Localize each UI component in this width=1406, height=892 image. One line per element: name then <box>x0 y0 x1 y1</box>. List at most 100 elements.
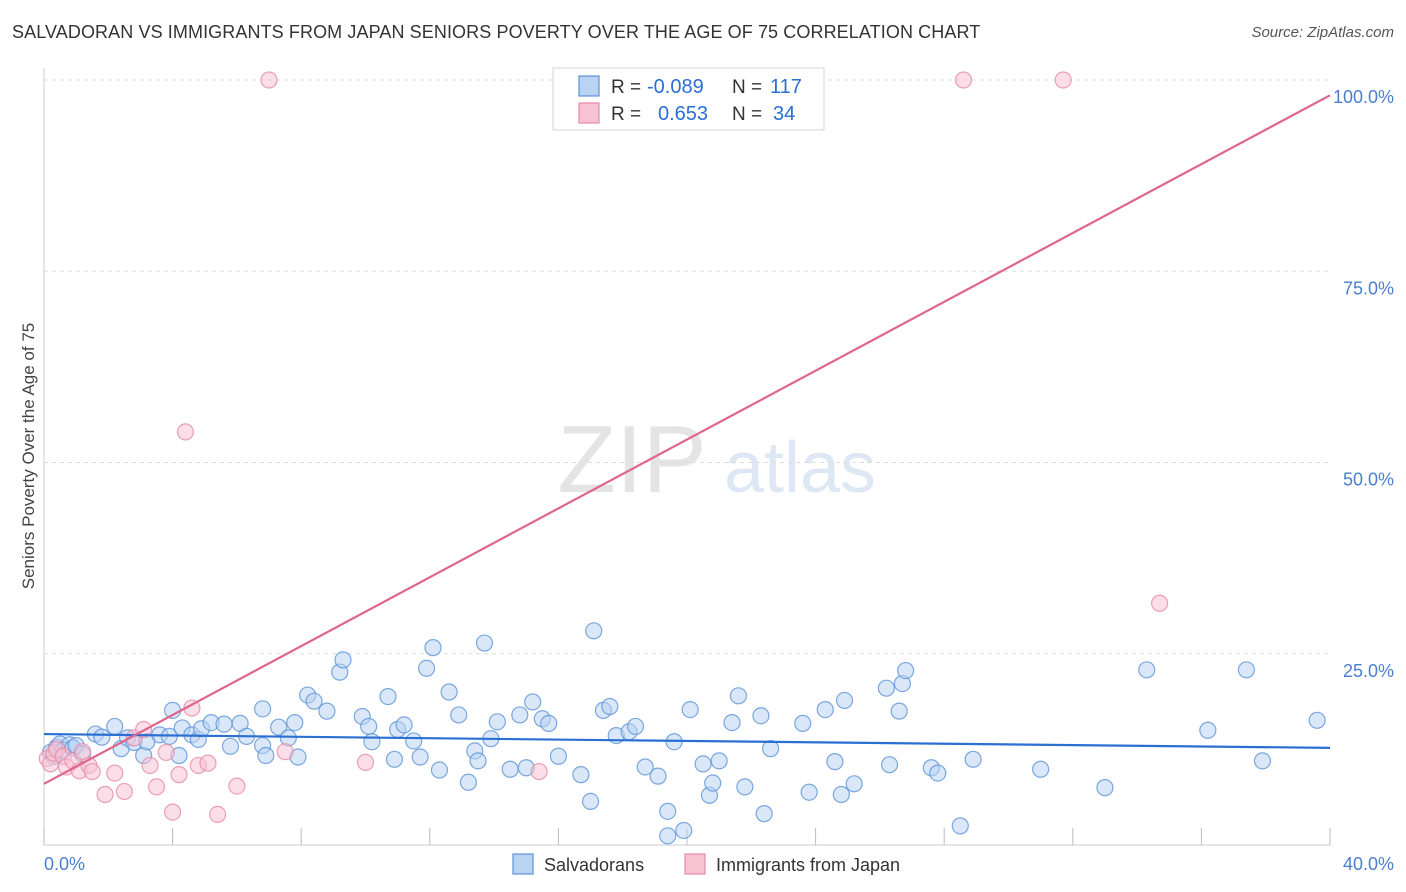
legend-label-japan: Immigrants from Japan <box>716 855 900 875</box>
point-salvadorans <box>475 634 494 652</box>
point-salvadorans <box>890 702 908 720</box>
point-salvadorans <box>379 687 397 706</box>
point-salvadorans <box>424 639 442 657</box>
point-salvadorans <box>286 713 304 732</box>
point-salvadorans <box>761 740 780 758</box>
point-salvadorans <box>469 752 487 770</box>
point-salvadorans <box>106 717 124 736</box>
point-salvadorans <box>816 700 834 719</box>
legend-swatch-salvadorans <box>512 853 534 875</box>
point-salvadorans <box>1138 661 1156 679</box>
point-japan <box>96 785 114 804</box>
point-salvadorans <box>363 733 381 751</box>
point-salvadorans <box>1199 721 1217 739</box>
point-salvadorans <box>659 827 677 845</box>
point-salvadorans <box>450 706 468 724</box>
point-salvadorans <box>704 774 722 792</box>
point-salvadorans <box>626 717 645 736</box>
point-japan <box>1151 594 1169 612</box>
stats-legend-swatch-japan <box>578 102 600 124</box>
point-salvadorans <box>215 715 233 733</box>
point-japan <box>106 764 124 782</box>
point-salvadorans <box>581 792 600 810</box>
legend-label-salvadorans: Salvadorans <box>544 855 644 875</box>
point-salvadorans <box>221 737 240 755</box>
point-salvadorans <box>832 785 850 804</box>
point-japan <box>1054 71 1072 89</box>
point-japan <box>157 743 175 762</box>
point-salvadorans <box>501 760 519 778</box>
point-salvadorans <box>755 805 773 823</box>
point-japan <box>164 803 182 821</box>
axes: 25.0% 50.0% 75.0% 100.0% 0.0% 40.0% <box>43 68 1394 874</box>
point-salvadorans <box>430 761 449 779</box>
stats-r-label-pink: R = <box>611 104 641 125</box>
point-salvadorans <box>1237 661 1256 679</box>
chart-title: SALVADORAN VS IMMIGRANTS FROM JAPAN SENI… <box>12 22 981 42</box>
point-salvadorans <box>659 802 677 820</box>
point-salvadorans <box>752 707 770 725</box>
point-salvadorans <box>1032 760 1050 778</box>
y-tick-label: 100.0% <box>1333 87 1394 107</box>
point-salvadorans <box>405 732 423 750</box>
point-salvadorans <box>897 661 915 680</box>
point-salvadorans <box>572 766 590 784</box>
point-salvadorans <box>675 821 693 840</box>
point-japan <box>141 756 159 775</box>
point-salvadorans <box>710 752 728 770</box>
point-salvadorans <box>880 756 899 774</box>
point-salvadorans <box>723 713 741 732</box>
point-salvadorans <box>877 679 895 697</box>
point-salvadorans <box>1096 779 1114 797</box>
point-salvadorans <box>440 683 458 701</box>
point-salvadorans <box>736 778 754 796</box>
point-salvadorans <box>1253 752 1272 770</box>
point-japan <box>954 71 973 89</box>
point-japan <box>199 754 217 772</box>
point-salvadorans <box>488 713 506 731</box>
point-salvadorans <box>649 767 667 785</box>
watermark-atlas: atlas <box>724 428 876 508</box>
stats-n-value-blue: 117 <box>770 76 802 98</box>
point-salvadorans <box>845 775 863 793</box>
point-salvadorans <box>318 702 336 720</box>
point-salvadorans <box>524 693 542 711</box>
grid-lines <box>44 79 1330 655</box>
point-salvadorans <box>826 753 844 771</box>
stats-legend-swatch-salvadorans <box>578 75 600 97</box>
point-japan <box>276 743 294 761</box>
y-tick-label: 25.0% <box>1343 661 1394 681</box>
trend-lines <box>43 94 1331 785</box>
point-salvadorans <box>360 717 378 736</box>
point-salvadorans <box>305 692 323 710</box>
point-salvadorans <box>951 817 969 835</box>
point-japan <box>73 743 92 761</box>
trendline-salvadorans <box>43 732 1331 749</box>
stats-n-label-blue: N = <box>732 77 762 98</box>
point-japan <box>147 778 166 796</box>
series-legend: Salvadorans Immigrants from Japan <box>512 853 900 875</box>
point-salvadorans <box>549 747 568 765</box>
point-salvadorans <box>601 697 619 716</box>
point-salvadorans <box>385 750 404 768</box>
point-salvadorans <box>694 755 712 773</box>
point-salvadorans <box>929 764 947 782</box>
point-salvadorans <box>93 728 111 746</box>
y-tick-label: 50.0% <box>1343 470 1394 490</box>
point-japan <box>170 766 188 784</box>
point-salvadorans <box>636 758 654 776</box>
x-tick-label: 40.0% <box>1343 854 1394 874</box>
point-salvadorans <box>794 714 812 732</box>
stats-n-label-pink: N = <box>732 104 762 125</box>
point-salvadorans <box>1308 711 1326 729</box>
stats-r-value-blue: -0.089 <box>647 76 704 98</box>
point-salvadorans <box>681 700 699 719</box>
point-salvadorans <box>540 714 558 732</box>
data-points <box>38 71 1326 845</box>
point-salvadorans <box>459 773 477 791</box>
trendline-japan <box>43 94 1331 785</box>
stats-legend: R = -0.089 N = 117 R = 0.653 N = 34 <box>552 67 825 131</box>
point-salvadorans <box>270 718 288 736</box>
